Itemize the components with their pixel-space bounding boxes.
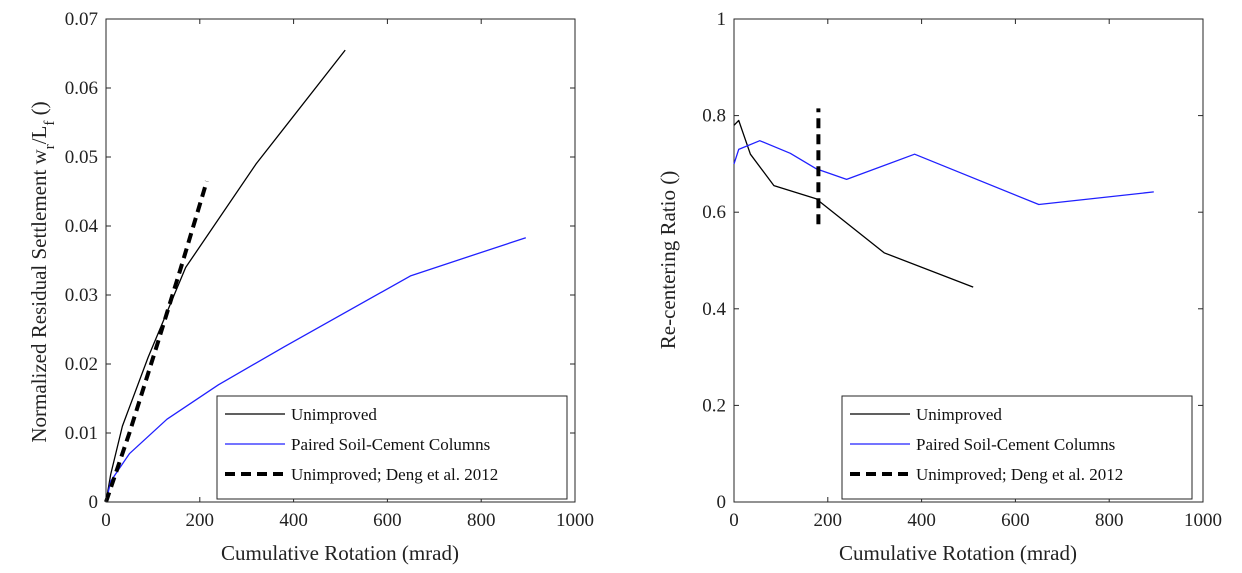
recentering-x-tick-label: 400 [907,510,936,531]
recentering-legend: Unimproved Paired Soil-Cement Columns Unim… [841,395,1193,500]
recentering-y-tick-label: 0.2 [702,395,726,416]
recentering-y-tick-label: 0.8 [702,106,726,127]
recentering-y-tick-label: 1 [717,9,727,30]
recentering-x-axis-label: Cumulative Rotation (mrad) [839,541,1077,565]
recentering-series [733,108,1154,288]
recentering-y-tick-label: 0.4 [702,299,726,320]
settlement-legend-label-3: Unimproved; Deng et al. 2012 [291,465,498,484]
recentering-x-tick-label: 0 [729,510,739,531]
settlement-series-line-2 [105,237,527,503]
settlement-legend-label-2: Paired Soil-Cement Columns [291,435,490,454]
settlement-y-axis-label-sub-r: r [42,144,58,149]
recentering-legend-label-3: Unimproved; Deng et al. 2012 [916,465,1123,484]
recentering-ticks: 0 200 400 600 800 1000 0 0.2 0.4 0.6 0.8 1 [702,9,1222,531]
recentering-legend-label-2: Paired Soil-Cement Columns [916,435,1115,454]
settlement-x-tick-label: 200 [186,510,215,531]
settlement-chart: 0 200 400 600 800 1000 0 0.01 0.02 0.03 0.04 0.05 0.… [27,9,594,565]
recentering-y-tick-label: 0.6 [702,202,726,223]
recentering-y-tick-label: 0 [717,492,727,513]
settlement-x-axis-label: Cumulative Rotation (mrad) [221,541,459,565]
settlement-ticks: 0 200 400 600 800 1000 0 0.01 0.02 0.03 0.04 0.05 0.… [65,9,594,531]
settlement-y-axis-label-tail: () [27,101,51,120]
settlement-x-tick-label: 0 [101,510,111,531]
recentering-y-axis-label: Re-centering Ratio () [656,171,680,349]
settlement-series-line-1 [105,49,346,503]
recentering-chart: 0 200 400 600 800 1000 0 0.2 0.4 0.6 0.8 1 Cumulati… [656,9,1222,565]
settlement-y-tick-label: 0.05 [65,147,98,168]
settlement-y-axis-label-mid: /L [27,126,51,145]
settlement-y-tick-label: 0.01 [65,423,98,444]
recentering-series-line-1 [733,119,974,288]
recentering-x-tick-label: 600 [1001,510,1030,531]
recentering-legend-box [841,395,1193,500]
settlement-legend: Unimproved Paired Soil-Cement Columns Unim… [216,395,568,500]
recentering-x-tick-label: 200 [814,510,843,531]
settlement-x-tick-label: 600 [373,510,402,531]
settlement-y-tick-label: 0.03 [65,285,98,306]
settlement-y-tick-label: 0.04 [65,216,99,237]
recentering-legend-label-1: Unimproved [916,405,1002,424]
settlement-y-tick-label: 0.02 [65,354,98,375]
settlement-series-line-3 [104,180,209,503]
settlement-x-tick-label: 1000 [556,510,594,531]
recentering-series-line-2 [733,140,1154,206]
settlement-x-tick-label: 400 [279,510,308,531]
settlement-y-tick-label: 0 [89,492,99,513]
settlement-y-axis-label-sub-f: f [42,121,58,126]
recentering-x-tick-label: 800 [1095,510,1124,531]
settlement-y-axis-label-main: Normalized Residual Settlement w [27,148,51,442]
recentering-x-tick-label: 1000 [1184,510,1222,531]
settlement-legend-label-1: Unimproved [291,405,377,424]
settlement-series [104,49,527,503]
settlement-x-tick-label: 800 [467,510,496,531]
settlement-legend-box [216,395,568,500]
settlement-y-tick-label: 0.07 [65,9,98,30]
settlement-y-tick-label: 0.06 [65,78,98,99]
settlement-y-axis-label: Normalized Residual Settlement wr/Lf () [27,101,58,442]
